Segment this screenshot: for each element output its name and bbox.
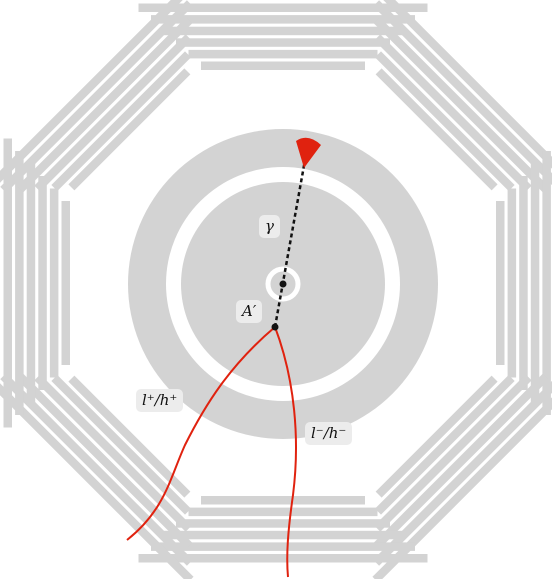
- muon-bar-1-5: [372, 0, 552, 194]
- muon-bar-1-4: [373, 0, 552, 193]
- muon-bar-2-4: [542, 151, 551, 415]
- muon-bar-5-2: [34, 374, 192, 532]
- muon-bar-7-2: [34, 34, 192, 192]
- muon-bar-5-3: [17, 373, 193, 549]
- muon-bar-2-2: [519, 176, 528, 390]
- muon-bar-7-0: [68, 68, 191, 191]
- muon-bar-4-5: [138, 554, 428, 563]
- primary-vertex: [279, 280, 287, 288]
- muon-bar-2-3: [530, 163, 540, 403]
- muon-bar-3-2: [374, 374, 532, 532]
- muon-bar-7-3: [17, 17, 193, 193]
- muon-bar-6-3: [26, 163, 36, 403]
- positive-track-label: l⁺/h⁺: [136, 389, 184, 412]
- muon-bar-7-1: [51, 51, 192, 192]
- muon-bar-4-3: [163, 530, 403, 540]
- muon-bar-6-0: [61, 201, 70, 365]
- muon-bar-5-1: [51, 374, 192, 515]
- muon-bar-0-5: [138, 3, 428, 12]
- muon-bar-1-0: [375, 68, 498, 191]
- negative-track-label-box: l⁻/h⁻: [305, 422, 353, 445]
- calorimeter-deposit: [296, 137, 321, 168]
- muon-bar-2-1: [507, 188, 517, 378]
- muon-bar-0-1: [188, 49, 378, 59]
- muon-bar-5-5: [0, 372, 194, 583]
- dark-photon-label-box: A′: [236, 300, 263, 323]
- muon-bar-4-2: [176, 519, 390, 528]
- muon-bar-1-1: [374, 51, 515, 192]
- muon-bar-3-5: [372, 372, 552, 583]
- muon-bar-2-0: [496, 201, 505, 365]
- negative-track-label: l⁻/h⁻: [305, 422, 353, 445]
- muon-bar-6-2: [38, 176, 47, 390]
- muon-bar-0-2: [176, 38, 390, 47]
- negative-track: [274, 326, 297, 578]
- muon-bar-6-5: [3, 138, 12, 428]
- muon-bar-3-4: [373, 373, 552, 566]
- muon-bar-7-4: [0, 0, 193, 193]
- muon-bar-5-0: [68, 375, 191, 498]
- positive-track-label-box: l⁺/h⁺: [136, 389, 184, 412]
- photon-label-box: γ: [259, 215, 280, 238]
- dark-photon-label: A′: [236, 300, 263, 323]
- muon-bar-4-4: [151, 542, 415, 551]
- muon-bar-7-5: [0, 0, 194, 194]
- muon-bar-3-1: [374, 374, 515, 515]
- beam-pipe-ring: [265, 266, 301, 302]
- muon-bar-0-4: [151, 15, 415, 24]
- muon-bar-4-0: [201, 496, 365, 505]
- muon-bar-0-0: [201, 61, 365, 70]
- particles: [126, 137, 321, 578]
- muon-bar-1-3: [373, 17, 549, 193]
- photon-label: γ: [259, 215, 280, 238]
- muon-bar-3-0: [375, 375, 498, 498]
- muon-bar-0-3: [163, 26, 403, 36]
- muon-bar-4-1: [188, 507, 378, 517]
- muon-bar-3-3: [373, 373, 549, 549]
- muon-bar-6-1: [49, 188, 59, 378]
- positive-track: [126, 326, 276, 541]
- photon-dashed-line: [273, 159, 307, 328]
- muon-bar-1-2: [374, 34, 532, 192]
- muon-bar-5-4: [0, 373, 193, 566]
- muon-bar-6-4: [15, 151, 24, 415]
- decay-vertex: [271, 323, 279, 331]
